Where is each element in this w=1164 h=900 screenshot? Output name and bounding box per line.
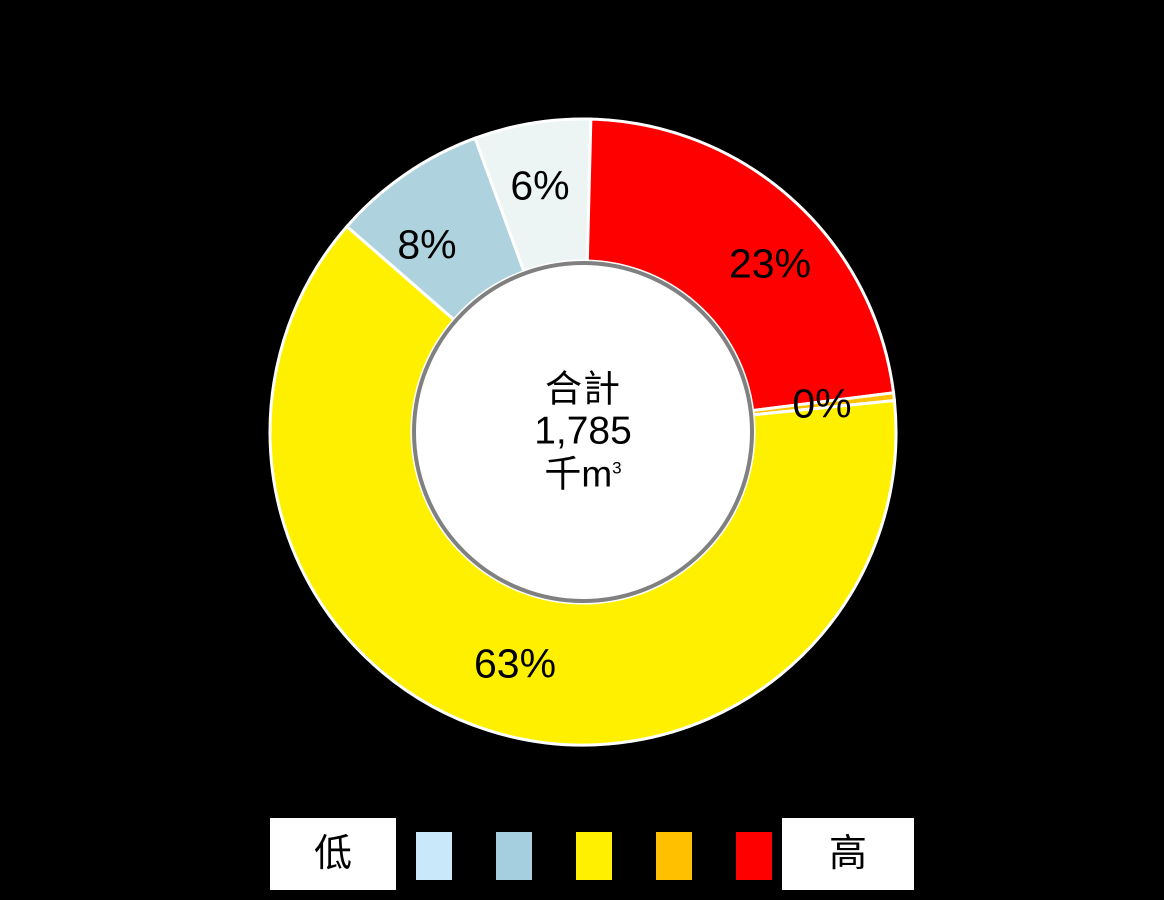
slice-label-23: 23% xyxy=(728,240,812,287)
center-total-unit: 千m3 xyxy=(534,454,632,495)
legend-high-label: 高 xyxy=(782,818,914,890)
slice-label-8: 8% xyxy=(397,221,457,268)
legend-swatch-0 xyxy=(416,832,452,880)
slice-label-63: 63% xyxy=(473,640,557,687)
donut-slice-0 xyxy=(581,117,896,413)
slice-label-6: 6% xyxy=(510,162,570,209)
slice-label-0: 0% xyxy=(792,380,852,427)
center-unit-exponent: 3 xyxy=(612,458,622,478)
legend-swatch-1 xyxy=(496,832,532,880)
center-total-label: 合計 xyxy=(544,368,621,410)
legend-swatch-3 xyxy=(656,832,692,880)
legend: 低 高 xyxy=(270,818,914,890)
donut-graphic xyxy=(266,115,900,749)
legend-swatch-4 xyxy=(736,832,772,880)
donut-center-text: 合計 1,785 千m3 xyxy=(534,369,632,496)
donut-hole xyxy=(412,261,754,603)
donut-svg xyxy=(268,117,898,747)
legend-low-label: 低 xyxy=(270,818,396,890)
center-total-value: 1,785 xyxy=(534,410,632,454)
legend-swatch-2 xyxy=(576,832,612,880)
center-unit-base: 千m xyxy=(544,453,613,495)
donut-slices xyxy=(268,117,898,747)
